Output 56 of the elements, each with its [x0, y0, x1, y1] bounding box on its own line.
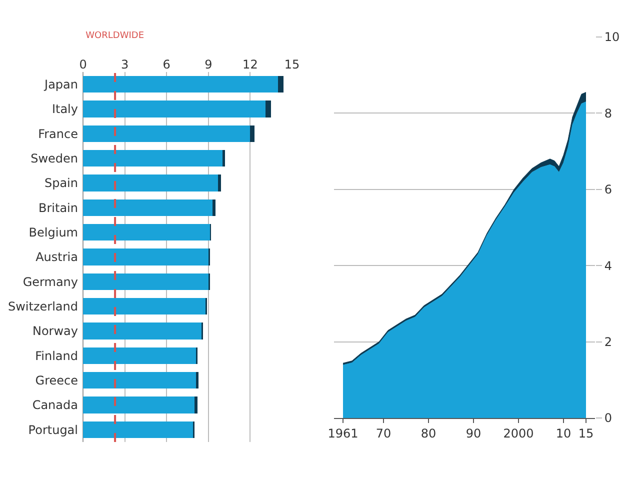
bar	[83, 76, 278, 93]
y-tick-label: Sweden	[30, 152, 78, 166]
x-tick-label: 15	[578, 426, 594, 440]
y-tick-label: France	[38, 126, 78, 141]
x-tick-label: 1961	[328, 426, 358, 440]
bar	[83, 347, 196, 364]
y-tick-label: Switzerland	[8, 300, 78, 314]
bar	[218, 174, 221, 192]
x-tick-label: 0	[79, 58, 87, 72]
bar	[83, 396, 194, 414]
bar	[83, 125, 250, 142]
bar	[83, 199, 213, 216]
x-tick-label: 3	[120, 58, 129, 72]
bar	[83, 322, 202, 340]
bar	[83, 298, 206, 315]
x-tick-label: 9	[204, 58, 212, 72]
y-tick-label: Germany	[22, 274, 78, 289]
y-tick-label: Japan	[44, 78, 78, 92]
bar	[83, 224, 210, 241]
bar	[212, 199, 216, 216]
y-tick-label: Portugal	[28, 422, 78, 437]
bar	[266, 100, 272, 118]
y-tick-label: 4	[604, 258, 612, 273]
y-tick-label: Austria	[36, 250, 78, 264]
x-tick-label: 80	[420, 426, 436, 440]
x-tick-label: 2000	[503, 426, 534, 440]
y-tick-label: 10	[604, 30, 620, 44]
x-tick-label: 6	[162, 58, 170, 72]
y-tick-label: Canada	[32, 398, 78, 412]
bar	[83, 100, 266, 118]
bar	[83, 174, 218, 192]
y-tick-label: Finland	[35, 348, 78, 363]
y-tick-label: Spain	[44, 176, 78, 190]
bar	[250, 125, 254, 142]
y-tick-label: 2	[604, 335, 612, 349]
y-tick-label: Greece	[35, 374, 78, 388]
x-tick-label: 70	[376, 426, 392, 440]
y-tick-label: Italy	[52, 102, 78, 116]
y-tick-label: 6	[604, 182, 612, 197]
bar	[83, 421, 194, 438]
bar	[83, 273, 208, 290]
bar	[194, 396, 198, 414]
y-tick-label: 8	[604, 106, 612, 120]
x-tick-label: 15	[284, 58, 300, 72]
bar	[83, 248, 208, 266]
x-tick-label: 10	[556, 426, 572, 440]
y-tick-label: 0	[604, 411, 612, 426]
x-tick-label: 12	[242, 58, 258, 72]
bar	[278, 76, 284, 93]
bar	[83, 372, 196, 389]
y-tick-label: Britain	[38, 200, 78, 215]
ref-line-label: WORLDWIDE	[86, 31, 144, 41]
x-tick-label: 90	[466, 426, 482, 440]
bar	[83, 150, 222, 167]
y-tick-label: Norway	[32, 324, 78, 338]
y-tick-label: Belgium	[28, 226, 78, 240]
